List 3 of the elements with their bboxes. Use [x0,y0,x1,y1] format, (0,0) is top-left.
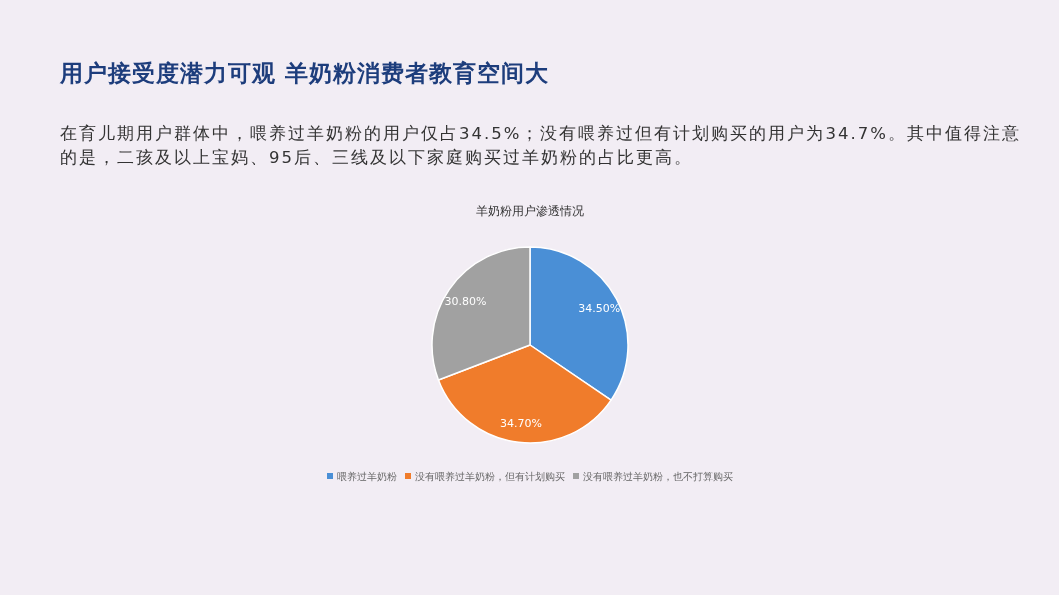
title: 用户接受度潜力可观 羊奶粉消费者教育空间大 [60,59,549,88]
subtitle: 在育儿期用户群体中，喂养过羊奶粉的用户仅占34.5%；没有喂养过但有计划购买的用户为34.7%。其中值得注意的是，二孩及以上宝妈、95后、三线及以下家庭购买过羊奶粉的占比更高。 [60,123,1022,169]
annotation: 羊奶粉用户渗透情况 [476,204,584,218]
